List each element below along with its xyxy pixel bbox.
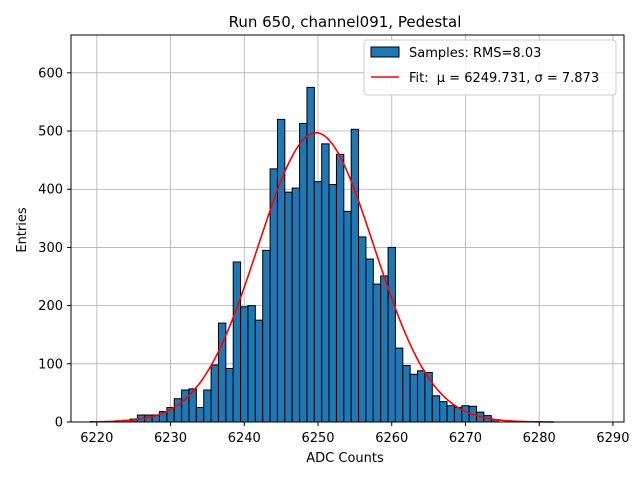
histogram-bar (328, 184, 337, 423)
histogram-bar (365, 258, 374, 423)
histogram-bar (276, 118, 286, 423)
histogram-bar (306, 86, 315, 423)
legend-fit-params: μ = 6249.731, σ = 7.873 (437, 71, 599, 86)
histogram-bar (181, 389, 190, 423)
histogram-bar (299, 122, 308, 423)
histogram-bar (350, 128, 360, 423)
histogram-bar (335, 153, 345, 423)
histogram-bar (380, 275, 389, 423)
histogram-bar (262, 249, 271, 423)
legend: Samples: RMS=8.03 Fit: μ = 6249.731, σ =… (363, 39, 617, 96)
y-tick-label: 200 (38, 299, 63, 314)
histogram-bar (284, 191, 293, 423)
histogram-bar (417, 370, 426, 423)
histogram-bar (424, 372, 433, 423)
x-tick-label: 6270 (449, 431, 482, 446)
x-axis-label: ADC Counts (306, 451, 384, 466)
x-tick-label: 6240 (228, 431, 261, 446)
legend-fit-prefix: Fit: (409, 71, 433, 86)
histogram-bar (402, 365, 411, 423)
histogram-bar (439, 401, 448, 423)
histogram-bar (387, 246, 396, 423)
histogram-bar (461, 405, 470, 423)
histogram-bar (358, 236, 367, 423)
y-tick-label: 100 (38, 357, 63, 372)
x-axis-ticks: 6220 6230 6240 6250 6260 6270 6280 6290 (80, 422, 629, 446)
histogram-bar (291, 187, 301, 423)
y-tick-label: 400 (38, 183, 63, 198)
histogram-bar (247, 305, 256, 423)
y-axis-ticks: 0 100 200 300 400 500 600 (38, 66, 71, 431)
y-tick-label: 300 (38, 241, 63, 256)
y-tick-label: 0 (55, 416, 63, 431)
x-tick-label: 6230 (154, 431, 187, 446)
histogram-bar (195, 406, 205, 423)
chart-title: Run 650, channel091, Pedestal (229, 13, 462, 31)
histogram-bar (321, 143, 330, 423)
legend-box (363, 39, 617, 96)
x-tick-label: 6280 (523, 431, 556, 446)
x-tick-label: 6220 (80, 431, 113, 446)
x-tick-label: 6250 (301, 431, 334, 446)
histogram-bar (343, 210, 352, 423)
legend-samples-swatch (370, 46, 400, 58)
y-tick-label: 600 (38, 66, 63, 81)
legend-samples-label: Samples: RMS=8.03 (409, 46, 541, 61)
histogram-bar (240, 306, 249, 423)
histogram-bar (409, 373, 419, 423)
plot-frame (70, 34, 625, 423)
histogram-bar (431, 395, 441, 423)
histogram-bar (203, 389, 212, 423)
x-tick-label: 6290 (596, 431, 629, 446)
histogram-bar (254, 319, 264, 423)
y-tick-label: 500 (38, 125, 63, 140)
y-axis-label: Entries (15, 207, 30, 253)
histogram-bar (394, 347, 404, 423)
x-tick-label: 6260 (375, 431, 408, 446)
histogram-bar (372, 283, 382, 423)
histogram-bar (446, 405, 455, 423)
legend-fit-label: Fit: μ = 6249.731, σ = 7.873 (409, 71, 599, 86)
histogram-bar (225, 367, 234, 423)
histogram-bar (313, 181, 323, 423)
histogram-bar (232, 261, 242, 423)
histogram-bar (210, 364, 219, 423)
gaussian-fit-curve (89, 131, 554, 423)
